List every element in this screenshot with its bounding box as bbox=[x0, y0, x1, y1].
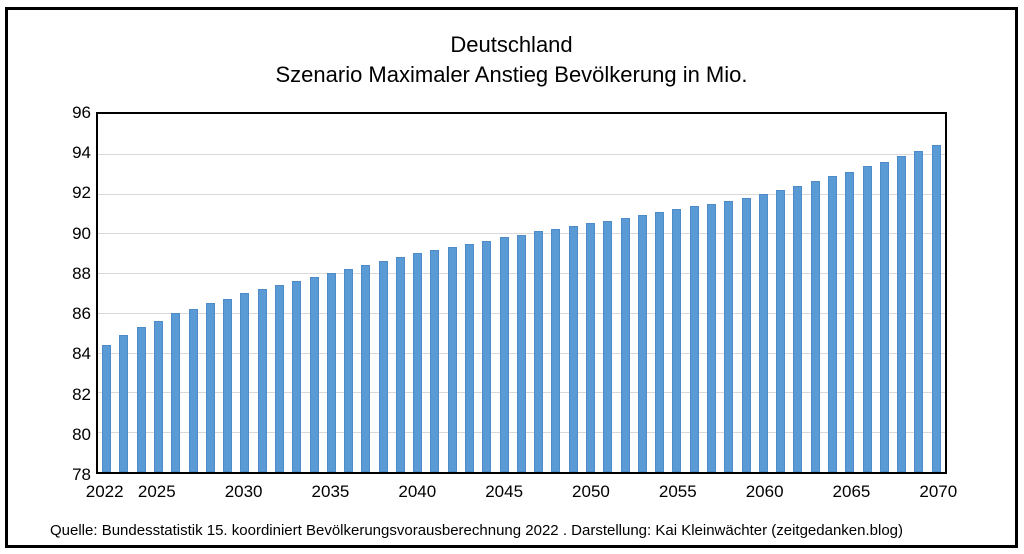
bar-2048 bbox=[551, 229, 561, 472]
source-note: Quelle: Bundesstatistik 15. koordiniert … bbox=[50, 522, 904, 539]
bar-2025 bbox=[153, 320, 163, 472]
x-tick-label: 2022 bbox=[85, 482, 124, 501]
bar-2047 bbox=[534, 231, 544, 472]
bar-2024 bbox=[136, 326, 146, 472]
y-tick-label: 92 bbox=[72, 183, 91, 203]
x-tick-label: 2060 bbox=[745, 482, 784, 501]
bar-2052 bbox=[620, 218, 630, 472]
y-tick-label: 88 bbox=[72, 263, 91, 283]
bar-2038 bbox=[378, 261, 388, 472]
bar-2041 bbox=[430, 250, 440, 472]
bar-2059 bbox=[741, 197, 751, 472]
gridline bbox=[98, 153, 945, 155]
bar-2045 bbox=[499, 237, 509, 472]
bar-2040 bbox=[413, 253, 423, 472]
y-tick-label: 80 bbox=[72, 424, 91, 444]
bar-2043 bbox=[465, 244, 475, 472]
bar-2062 bbox=[793, 185, 803, 472]
bar-2058 bbox=[724, 200, 734, 472]
bar-2053 bbox=[637, 215, 647, 472]
x-tick-label: 2025 bbox=[137, 482, 176, 501]
bar-2051 bbox=[603, 221, 613, 472]
bar-2064 bbox=[827, 175, 837, 472]
bar-2063 bbox=[810, 180, 820, 472]
y-tick-label: 90 bbox=[72, 223, 91, 243]
bar-2070 bbox=[931, 144, 941, 472]
y-tick-label: 86 bbox=[72, 304, 91, 324]
y-tick-label: 96 bbox=[72, 103, 91, 122]
bar-2022 bbox=[102, 344, 112, 472]
x-tick-label: 2055 bbox=[658, 482, 697, 501]
bar-2042 bbox=[447, 247, 457, 472]
chart-title-line2: Szenario Maximaler Anstieg Bevölkerung i… bbox=[275, 62, 748, 87]
x-tick-label: 2040 bbox=[398, 482, 437, 501]
bar-2030 bbox=[240, 293, 250, 472]
bar-2057 bbox=[706, 203, 716, 472]
bar-2056 bbox=[689, 206, 699, 472]
bar-2055 bbox=[672, 209, 682, 472]
y-tick-label: 78 bbox=[72, 465, 91, 484]
bar-2066 bbox=[862, 165, 872, 472]
bar-2068 bbox=[897, 155, 907, 472]
bar-2032 bbox=[274, 285, 284, 472]
bar-2036 bbox=[344, 269, 354, 472]
outer-frame: Deutschland Szenario Maximaler Anstieg B… bbox=[5, 7, 1018, 548]
bar-2039 bbox=[395, 257, 405, 472]
bar-series bbox=[98, 114, 945, 472]
bar-2044 bbox=[482, 241, 492, 472]
x-tick-label: 2065 bbox=[832, 482, 871, 501]
plot-area bbox=[96, 112, 947, 474]
bar-2050 bbox=[586, 223, 596, 472]
bar-2060 bbox=[758, 193, 768, 472]
bar-2027 bbox=[188, 308, 198, 472]
y-tick-label: 84 bbox=[72, 344, 91, 364]
bar-2023 bbox=[119, 334, 129, 472]
bar-2067 bbox=[879, 161, 889, 472]
bar-2033 bbox=[292, 281, 302, 472]
bar-2034 bbox=[309, 277, 319, 472]
chart-title-line1: Deutschland bbox=[450, 32, 573, 57]
gridline bbox=[98, 193, 945, 195]
bar-2065 bbox=[845, 171, 855, 472]
chart-title: Deutschland Szenario Maximaler Anstieg B… bbox=[8, 30, 1015, 90]
bar-2046 bbox=[516, 235, 526, 472]
bar-2029 bbox=[223, 298, 233, 472]
bar-2069 bbox=[914, 150, 924, 472]
bar-2037 bbox=[361, 265, 371, 472]
x-tick-label: 2045 bbox=[485, 482, 524, 501]
x-tick-label: 2070 bbox=[919, 482, 958, 501]
bar-2031 bbox=[257, 289, 267, 472]
bar-2035 bbox=[326, 273, 336, 472]
bar-2049 bbox=[568, 226, 578, 472]
bar-2026 bbox=[171, 312, 181, 472]
bar-2028 bbox=[205, 302, 215, 472]
x-tick-label: 2030 bbox=[224, 482, 263, 501]
y-tick-label: 82 bbox=[72, 384, 91, 404]
x-tick-label: 2035 bbox=[311, 482, 350, 501]
y-tick-label: 94 bbox=[72, 143, 91, 163]
gridline bbox=[98, 233, 945, 235]
x-tick-label: 2050 bbox=[572, 482, 610, 501]
bar-2061 bbox=[776, 189, 786, 472]
bar-2054 bbox=[655, 212, 665, 472]
